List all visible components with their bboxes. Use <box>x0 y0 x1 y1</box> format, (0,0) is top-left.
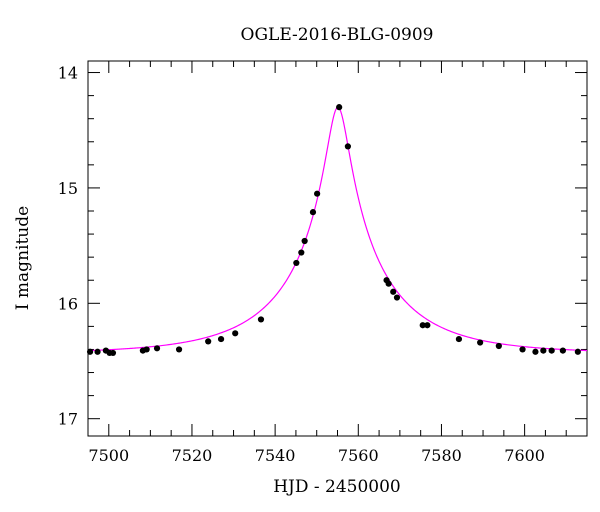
data-point <box>495 342 502 350</box>
data-point <box>153 345 161 352</box>
data-point <box>455 335 463 343</box>
data-point <box>532 348 539 355</box>
data-point <box>175 346 183 353</box>
y-tick-label: 17 <box>58 410 78 429</box>
data-point <box>574 348 581 355</box>
data-point <box>424 322 431 329</box>
data-point <box>205 338 212 345</box>
data-point <box>232 330 239 337</box>
x-tick-label: 7520 <box>172 446 213 465</box>
data-point <box>419 322 426 329</box>
x-tick-label: 7600 <box>504 446 545 465</box>
data-point <box>86 348 94 355</box>
data-point <box>393 294 401 301</box>
data-point <box>94 348 101 355</box>
data-point <box>109 349 117 357</box>
data-point <box>548 347 555 354</box>
model-curve <box>87 106 588 352</box>
x-axis-label: HJD - 2450000 <box>273 477 401 497</box>
data-point <box>540 347 547 354</box>
data-point <box>519 346 526 353</box>
data-point <box>559 347 566 354</box>
y-tick-label: 16 <box>58 294 78 313</box>
y-axis-label: I magnitude <box>13 206 33 310</box>
data-point <box>143 346 150 353</box>
data-point <box>257 316 265 323</box>
data-point <box>477 339 484 346</box>
data-point <box>217 335 225 343</box>
data-point <box>390 288 397 295</box>
plot-frame <box>87 60 588 437</box>
data-point <box>344 143 351 150</box>
x-tick-label: 7580 <box>421 446 462 465</box>
data-point <box>293 259 300 267</box>
x-tick-label: 7500 <box>88 446 129 465</box>
data-point <box>298 249 305 256</box>
data-point <box>385 280 392 287</box>
data-point <box>309 209 317 216</box>
plot-area: 7500 7520 7540 7560 7580 7600 14 15 16 17 <box>58 60 588 465</box>
data-point <box>314 190 321 197</box>
y-tick-label: 14 <box>58 64 78 83</box>
data-point <box>301 237 308 245</box>
data-point <box>336 104 343 111</box>
chart-title: OGLE-2016-BLG-0909 <box>241 25 434 45</box>
x-tick-label: 7560 <box>338 446 379 465</box>
x-tick-label: 7540 <box>255 446 296 465</box>
y-tick-label: 15 <box>58 179 78 198</box>
